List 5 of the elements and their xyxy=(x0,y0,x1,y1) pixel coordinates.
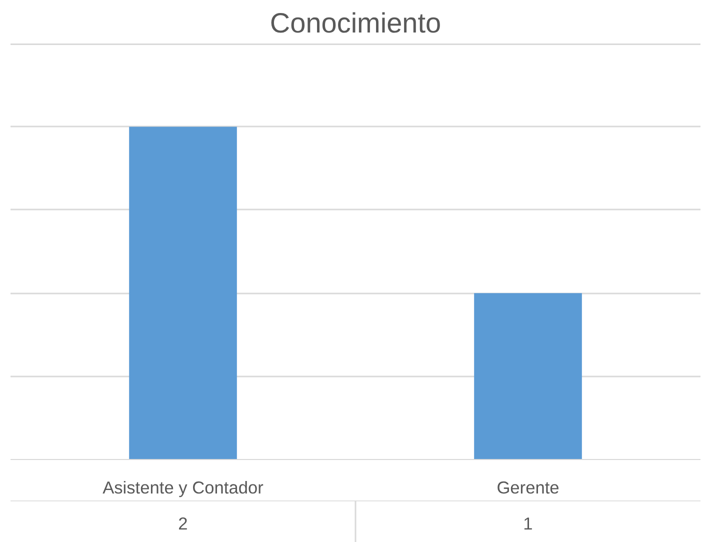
data-label: 1 xyxy=(523,514,533,534)
x-tick-label: Asistente y Contador xyxy=(102,478,264,498)
chart-title: Conocimiento xyxy=(270,8,442,38)
data-label: 2 xyxy=(178,514,188,534)
x-tick-label: Gerente xyxy=(496,478,560,498)
